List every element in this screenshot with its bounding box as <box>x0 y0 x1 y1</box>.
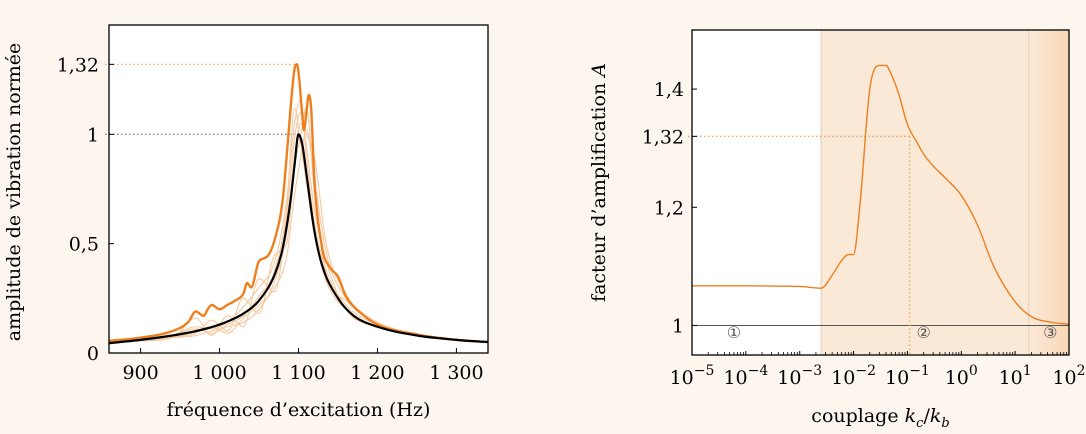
right-x-tick-label-4: 10−1 <box>885 363 930 389</box>
right-y-tick-label-3: 1,4 <box>654 79 684 101</box>
right-x-tick-label-6: 101 <box>999 363 1032 389</box>
right-x-ticks: 10−5 10−4 10−3 10−2 10−1 100 101 102 <box>670 351 1086 389</box>
right-x-tick-label-3: 10−2 <box>831 363 876 389</box>
right-x-tick-label-1: 10−4 <box>723 363 768 389</box>
right-plot-frame <box>691 29 1070 356</box>
zone-3-band <box>1028 30 1069 355</box>
left-x-axis-label: fréquence d’excitation (Hz) <box>167 399 431 421</box>
left-y-tick-label-2: 1 <box>87 124 99 146</box>
right-y-tick-label-2: 1,32 <box>642 126 684 148</box>
left-x-tick-label-2: 1 100 <box>271 362 325 384</box>
right-x-tick-label-7: 102 <box>1052 363 1085 389</box>
left-y-tick-label-3: 1,32 <box>57 54 99 76</box>
left-x-tick-label-0: 900 <box>122 362 158 384</box>
left-series-envelope-1 <box>108 63 489 344</box>
right-zone-label-2: ② <box>916 323 930 342</box>
right-y-axis-label: facteur d’amplification A <box>588 63 610 302</box>
left-series-group <box>108 63 489 345</box>
left-series-nominal-0 <box>108 133 489 345</box>
left-y-tick-label-1: 0,5 <box>69 234 99 256</box>
right-zone-label-1: ① <box>727 323 741 342</box>
left-x-ticks: 900 1 000 1 100 1 200 1 300 <box>122 348 484 384</box>
left-y-ticks: 0 0,5 1 1,32 <box>57 54 114 365</box>
left-x-tick-label-3: 1 200 <box>350 362 404 384</box>
right-zone-label-3: ③ <box>1043 323 1057 342</box>
left-y-tick-label-0: 0 <box>87 343 99 365</box>
left-x-tick-label-4: 1 300 <box>429 362 483 384</box>
right-series-group <box>691 64 1070 325</box>
right-zone-shading <box>820 30 1069 355</box>
right-x-tick-label-5: 100 <box>945 363 978 389</box>
right-series-amplification-0 <box>691 64 1070 325</box>
right-x-tick-label-0: 10−5 <box>670 363 715 389</box>
left-chart-frequency-response: 900 1 000 1 100 1 200 1 300 0 0,5 1 1,32 fréque… <box>3 24 489 421</box>
right-y-ticks: 1 1,2 1,32 1,4 <box>642 79 697 337</box>
left-x-tick-label-1: 1 000 <box>192 362 246 384</box>
right-reference-lines <box>688 135 1069 355</box>
left-y-axis-label: amplitude de vibration normée <box>3 43 25 342</box>
right-y-tick-label-1: 1,2 <box>654 197 684 219</box>
zone-2-band <box>821 30 1029 355</box>
right-chart-amplification: 10−5 10−4 10−3 10−2 10−1 100 101 102 1 1,2 1,32 1,… <box>588 29 1086 431</box>
right-x-tick-label-2: 10−3 <box>777 363 822 389</box>
right-zone-labels: ① ② ③ <box>727 323 1058 342</box>
right-y-tick-label-0: 1 <box>672 315 684 337</box>
right-x-axis-label: couplage kc/kb <box>811 405 949 429</box>
